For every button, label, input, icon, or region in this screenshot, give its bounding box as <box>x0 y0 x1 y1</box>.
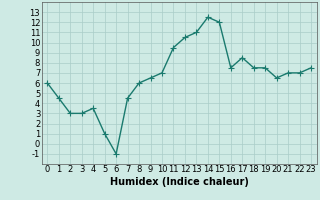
X-axis label: Humidex (Indice chaleur): Humidex (Indice chaleur) <box>110 177 249 187</box>
